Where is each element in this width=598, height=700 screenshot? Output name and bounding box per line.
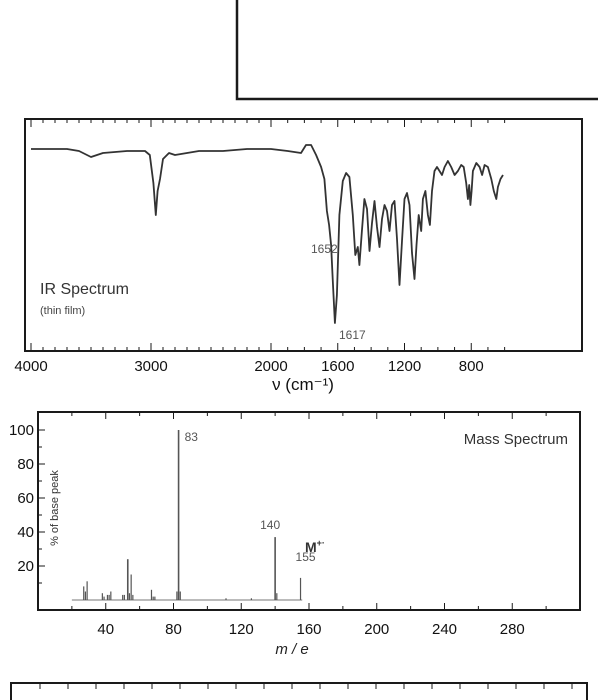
ir-x-tick-label: 4000: [14, 358, 47, 375]
ir-x-tick-label: 1200: [388, 358, 421, 375]
ir-x-axis-label: ν (cm⁻¹): [272, 375, 334, 394]
ms-peak-label-155: 155: [296, 550, 316, 564]
ms-y-tick-label: 60: [17, 490, 34, 507]
ms-x-tick-label: 120: [229, 621, 254, 638]
ms-peak-labels: 83 140 155: [185, 430, 316, 564]
ir-peak-label-1652: 1652: [311, 242, 338, 256]
ms-y-tick-labels: 20 40 60 80 100: [9, 422, 34, 575]
ms-x-tick-label: 280: [500, 621, 525, 638]
ms-y-tick-label: 20: [17, 558, 34, 575]
ir-x-tick-label: 1600: [321, 358, 354, 375]
ms-x-tick-label: 200: [364, 621, 389, 638]
ms-y-tick-label: 100: [9, 422, 34, 439]
ir-x-tick-labels: 4000 3000 2000 1600 1200 800: [14, 358, 483, 375]
ms-y-axis-label: % of base peak: [49, 470, 61, 546]
ir-x-tick-label: 3000: [134, 358, 167, 375]
ms-x-tick-labels: 40 80 120 160 200 240 280: [97, 621, 524, 638]
ms-molecular-ion-symbol: M: [305, 539, 317, 555]
ms-molecular-ion-label: M+·: [305, 538, 325, 555]
ms-y-tick-label: 40: [17, 524, 34, 541]
ir-frame: [24, 118, 583, 352]
ms-title: Mass Spectrum: [464, 431, 568, 448]
ms-peak-label-83: 83: [185, 430, 199, 444]
top-panel-frame: [235, 0, 598, 101]
ir-peak-label-1617: 1617: [339, 328, 366, 342]
ms-x-tick-label: 240: [432, 621, 457, 638]
ir-x-tick-label: 2000: [254, 358, 287, 375]
ms-x-axis-label: m / e: [275, 641, 308, 658]
ms-ticks: [38, 412, 547, 610]
ms-molecular-ion-charge: +·: [317, 538, 325, 548]
ms-x-tick-label: 40: [97, 621, 114, 638]
ir-subtitle: (thin film): [40, 305, 85, 317]
ir-ticks: [30, 119, 506, 351]
ms-x-tick-label: 160: [296, 621, 321, 638]
ir-title: IR Spectrum: [40, 281, 129, 298]
bottom-panel-frame: [10, 682, 588, 700]
ms-x-tick-label: 80: [165, 621, 182, 638]
ir-spectrum-trace: [31, 144, 504, 324]
bottom-panel-ticks: [39, 683, 573, 689]
ms-peak-label-140: 140: [260, 518, 280, 532]
ms-y-tick-label: 80: [17, 456, 34, 473]
ir-x-tick-label: 800: [459, 358, 484, 375]
ms-peaks: [83, 430, 302, 600]
